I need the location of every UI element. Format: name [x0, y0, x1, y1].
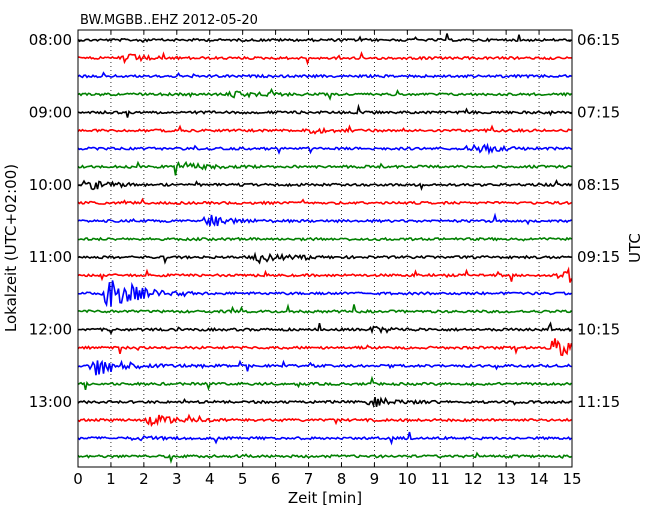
x-axis-label: Zeit [min]: [288, 489, 362, 507]
left-tick-label: 11:00: [29, 248, 72, 266]
left-tick-label: 13:00: [29, 393, 72, 411]
x-tick-label: 8: [337, 470, 347, 488]
trace-line: [77, 87, 573, 101]
trace-line: [77, 33, 573, 43]
trace-line: [77, 451, 572, 464]
right-axis-ticks: 06:15 07:15 08:15 09:15 10:15 11:15: [568, 31, 620, 411]
trace-line: [77, 413, 572, 428]
x-tick-label: 3: [172, 470, 182, 488]
x-axis-ticks: 0 1 2 3 4 5 6 7 8 9 10 11 12 13 14 15: [73, 30, 582, 488]
right-axis-label: UTC: [626, 233, 644, 263]
trace-line: [77, 251, 572, 265]
trace-line: [77, 431, 573, 446]
trace-line: [77, 338, 573, 357]
trace-line: [77, 179, 573, 192]
trace-line: [77, 103, 572, 118]
gridlines: [110, 30, 540, 467]
trace-line: [77, 375, 573, 392]
x-tick-label: 11: [431, 470, 450, 488]
trace-line: [77, 71, 572, 79]
x-tick-label: 1: [106, 470, 116, 488]
left-tick-label: 08:00: [29, 31, 72, 49]
left-tick-label: 10:00: [29, 176, 72, 194]
right-tick-label: 07:15: [577, 103, 620, 121]
x-tick-label: 10: [398, 470, 417, 488]
x-tick-label: 14: [530, 470, 549, 488]
trace-line: [77, 280, 572, 308]
x-tick-label: 4: [205, 470, 215, 488]
x-tick-label: 6: [271, 470, 281, 488]
trace-line: [77, 197, 572, 206]
x-tick-label: 9: [370, 470, 380, 488]
x-tick-label: 7: [304, 470, 314, 488]
left-tick-label: 12:00: [29, 321, 72, 339]
x-tick-label: 2: [139, 470, 149, 488]
trace-line: [77, 266, 573, 283]
trace-line: [77, 236, 572, 242]
chart-title: BW.MGBB..EHZ 2012-05-20: [80, 13, 258, 28]
right-tick-label: 10:15: [577, 321, 620, 339]
trace-line: [77, 321, 573, 335]
x-tick-label: 13: [497, 470, 516, 488]
right-tick-label: 11:15: [577, 393, 620, 411]
right-tick-label: 09:15: [577, 248, 620, 266]
x-tick-label: 12: [464, 470, 483, 488]
trace-line: [77, 142, 572, 156]
trace-line: [77, 212, 572, 227]
traces: [77, 33, 573, 464]
left-axis-ticks: 08:00 09:00 10:00 11:00 12:00 13:00: [29, 31, 82, 411]
x-tick-label: 0: [73, 470, 83, 488]
left-tick-label: 09:00: [29, 103, 72, 121]
trace-line: [77, 359, 572, 376]
trace-line: [77, 50, 572, 66]
right-tick-label: 06:15: [577, 31, 620, 49]
right-tick-label: 08:15: [577, 176, 620, 194]
trace-line: [77, 124, 572, 135]
trace-line: [77, 396, 572, 409]
x-tick-label: 5: [238, 470, 248, 488]
left-axis-label: Lokalzeit (UTC+02:00): [2, 164, 20, 332]
plot-frame: [77, 29, 573, 468]
trace-line: [78, 303, 573, 314]
x-tick-label: 15: [562, 470, 581, 488]
trace-line: [77, 160, 572, 176]
